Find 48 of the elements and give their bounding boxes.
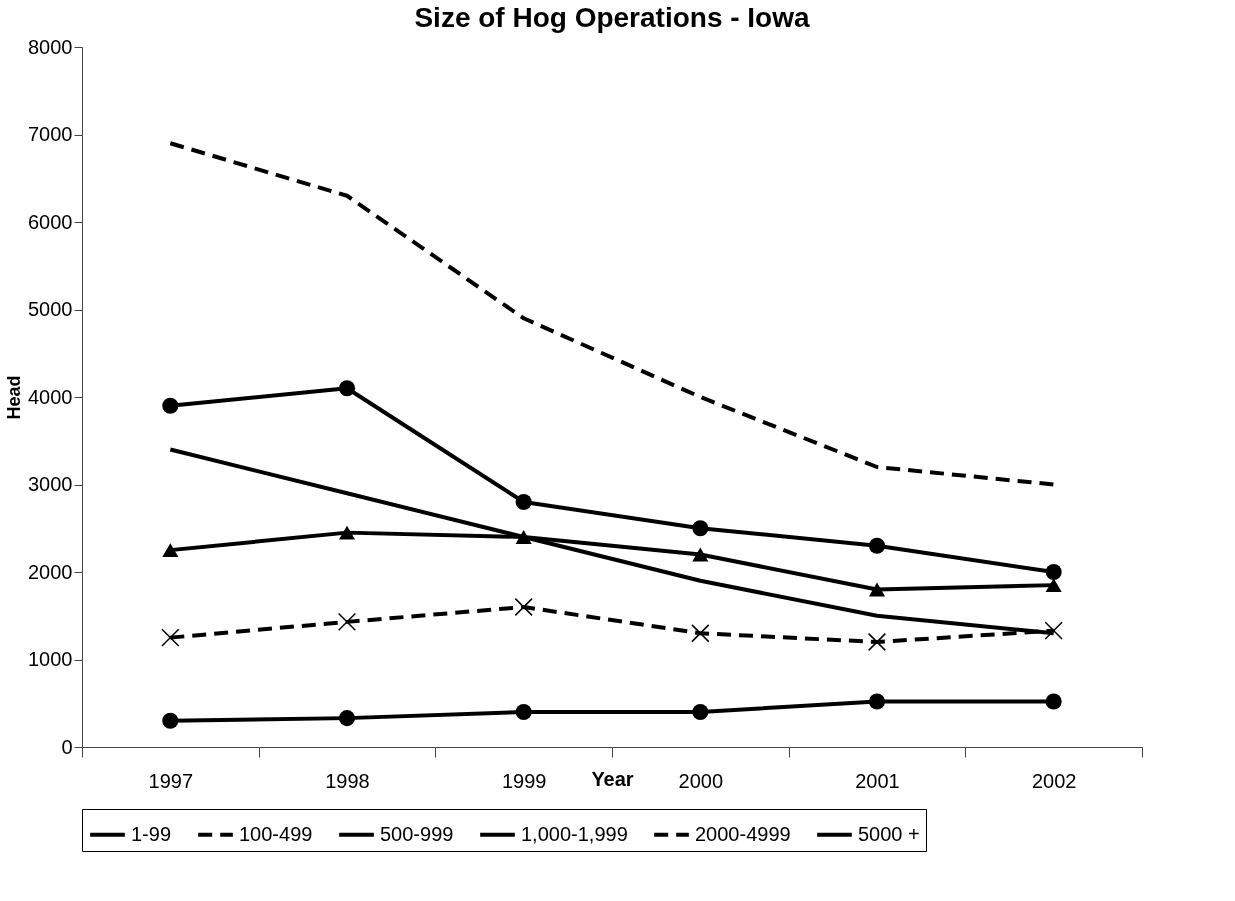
- point: [337, 612, 357, 631]
- legend-label: 100-499: [239, 822, 313, 845]
- chart-title: Size of Hog Operations - Iowa: [414, 2, 810, 33]
- y-tick-label: 8000: [28, 35, 73, 58]
- x-tick-label: 1997: [148, 769, 194, 792]
- x-tick-label: 1999: [501, 769, 547, 792]
- x-tick-label: 2002: [1031, 769, 1077, 792]
- point: [162, 543, 179, 558]
- y-axis-title: Head: [4, 375, 25, 420]
- point: [515, 703, 532, 721]
- legend-label: 1,000-1,999: [521, 822, 628, 845]
- point: [1045, 563, 1062, 581]
- y-tick-label: 3000: [28, 473, 73, 495]
- point: [868, 537, 886, 554]
- y-tick-label: 5000: [28, 298, 73, 320]
- point: [161, 628, 180, 647]
- legend-label: 1-99: [131, 822, 172, 845]
- point: [338, 380, 356, 397]
- point: [692, 520, 709, 537]
- x-tick-label: 2000: [678, 769, 724, 792]
- point: [338, 710, 356, 727]
- x-axis-title: Year: [591, 767, 634, 790]
- y-tick-label: 4000: [28, 385, 73, 408]
- y-tick-label: 2000: [28, 560, 73, 583]
- point: [868, 693, 886, 710]
- y-tick-label: 6000: [28, 210, 73, 233]
- point: [162, 712, 179, 729]
- point: [1044, 621, 1063, 640]
- y-tick-label: 0: [61, 735, 73, 758]
- point: [162, 397, 179, 414]
- legend-label: 500-999: [380, 822, 454, 845]
- point: [692, 703, 709, 721]
- line-series: [168, 141, 1056, 487]
- point: [867, 632, 887, 652]
- legend-label: 2000-4999: [695, 822, 791, 845]
- x-tick-label: 1998: [325, 769, 370, 792]
- point: [515, 493, 532, 511]
- point: [692, 547, 709, 562]
- y-tick-label: 7000: [28, 123, 73, 145]
- point: [1045, 578, 1062, 593]
- point: [1045, 693, 1062, 710]
- point: [691, 624, 710, 643]
- legend-label: 5000 +: [858, 822, 920, 845]
- x-tick-label: 2001: [855, 769, 900, 792]
- point: [868, 582, 886, 597]
- point: [514, 597, 533, 617]
- y-tick-label: 1000: [28, 648, 73, 670]
- point: [338, 525, 356, 540]
